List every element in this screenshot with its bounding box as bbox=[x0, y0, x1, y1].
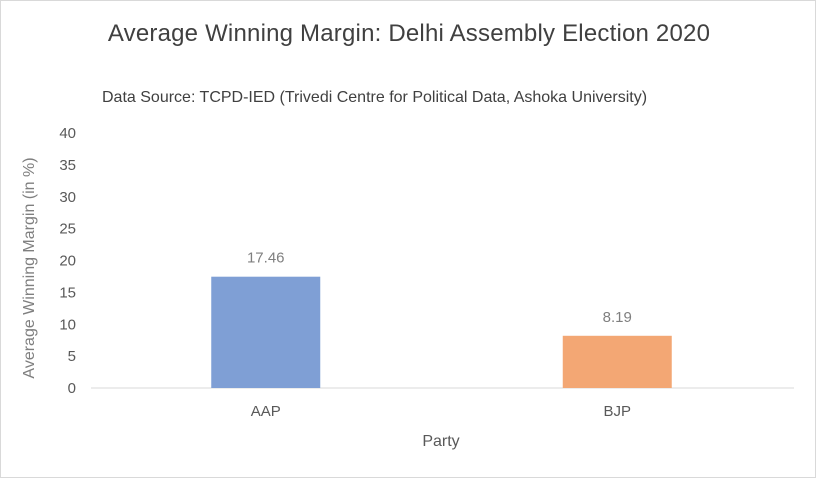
chart-title: Average Winning Margin: Delhi Assembly E… bbox=[107, 20, 711, 47]
y-tick-label: 25 bbox=[59, 221, 76, 238]
y-tick-label: 10 bbox=[59, 316, 76, 333]
y-tick-label: 30 bbox=[59, 189, 76, 206]
y-tick-label: 20 bbox=[59, 253, 76, 270]
bar-aap bbox=[211, 276, 321, 388]
bar-bjp bbox=[562, 335, 672, 388]
x-axis-ticks: AAP BJP bbox=[251, 403, 631, 420]
data-label-bjp: 8.19 bbox=[603, 309, 632, 326]
y-tick-label: 40 bbox=[59, 125, 76, 142]
y-tick-label: 35 bbox=[59, 157, 76, 174]
data-label-aap: 17.46 bbox=[247, 250, 285, 267]
chart-subtitle: Data Source: TCPD-IED (Trivedi Centre fo… bbox=[102, 89, 648, 106]
data-labels: 17.46 8.19 bbox=[247, 250, 632, 326]
y-tick-label: 5 bbox=[68, 348, 76, 365]
y-axis-title: Average Winning Margin (in %) bbox=[21, 157, 38, 378]
x-tick-label-bjp: BJP bbox=[603, 403, 631, 420]
y-tick-label: 15 bbox=[59, 284, 76, 301]
x-axis-title: Party bbox=[422, 433, 459, 450]
bars bbox=[211, 276, 672, 388]
x-tick-label-aap: AAP bbox=[251, 403, 281, 420]
y-tick-label: 0 bbox=[68, 380, 76, 397]
y-axis-ticks: 0 5 10 15 20 25 30 35 40 bbox=[59, 125, 76, 397]
